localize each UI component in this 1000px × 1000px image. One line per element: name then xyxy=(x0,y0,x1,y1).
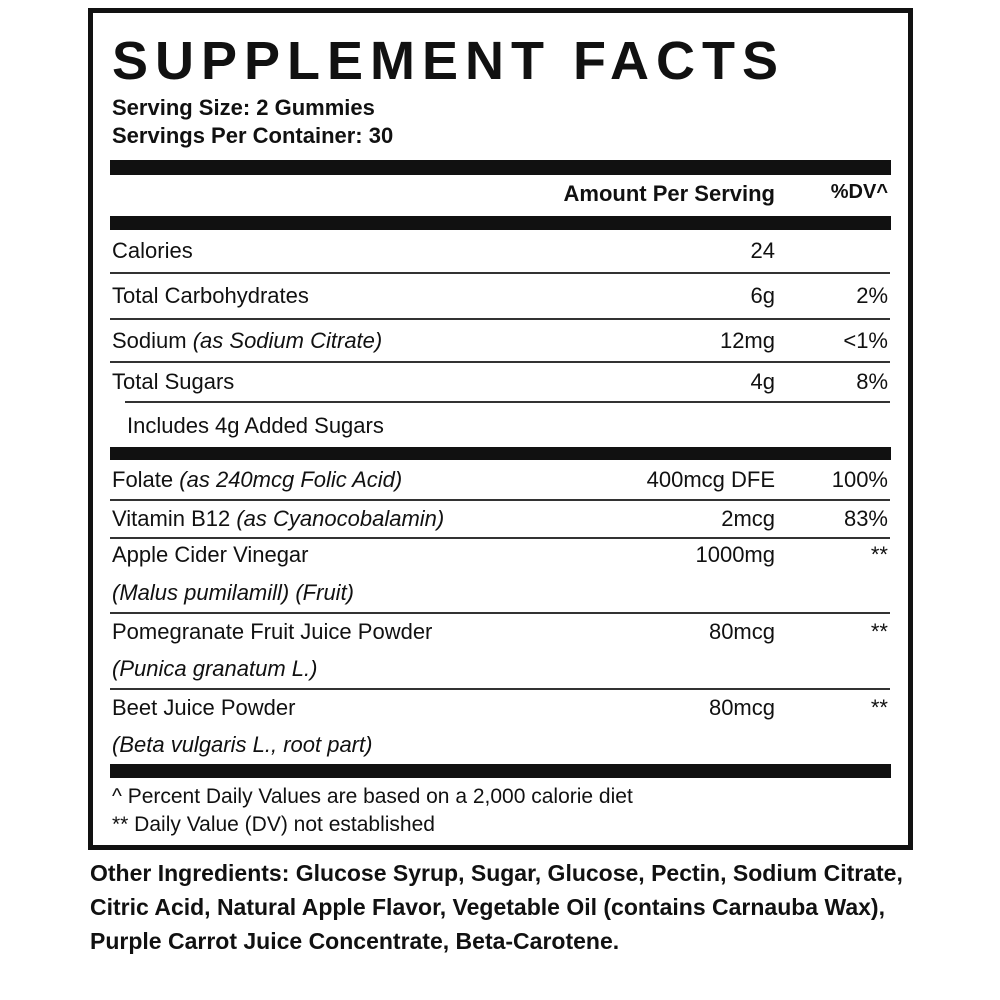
row-name: Apple Cider Vinegar xyxy=(112,542,309,567)
row-amount: 80mcg xyxy=(708,619,775,644)
row-amount: 1000mg xyxy=(695,542,775,567)
row-name: Total Sugars xyxy=(112,369,235,394)
divider xyxy=(125,401,890,403)
row-dv: ** xyxy=(870,695,888,720)
other-ingredients: Other Ingredients: Glucose Syrup, Sugar,… xyxy=(90,856,940,958)
divider-thick xyxy=(110,160,891,175)
row-dv: 2% xyxy=(856,283,888,308)
row-name: Sodium xyxy=(112,328,187,353)
other-ingredients-label: Other Ingredients: xyxy=(90,860,290,886)
panel-title: SUPPLEMENT FACTS xyxy=(112,31,786,91)
row-amount: 400mcg DFE xyxy=(646,467,775,492)
divider xyxy=(110,272,890,274)
row-name: Beet Juice Powder xyxy=(112,695,296,720)
row-dv: ** xyxy=(870,542,888,567)
row-sub: (Malus pumilamill) (Fruit) xyxy=(112,580,355,605)
row-sub: (as 240mcg Folic Acid) xyxy=(179,467,403,492)
row-amount: 12mg xyxy=(719,328,775,353)
divider-thick xyxy=(110,216,891,230)
row-dv: <1% xyxy=(843,328,888,353)
row-amount: 24 xyxy=(750,238,775,263)
serving-size: Serving Size: 2 Gummies xyxy=(112,95,375,120)
divider xyxy=(110,318,890,320)
divider-thick xyxy=(110,447,891,460)
row-amount: 6g xyxy=(750,283,775,308)
row-amount: 4g xyxy=(750,369,775,394)
row-dv: ** xyxy=(870,619,888,644)
row-name: Includes 4g Added Sugars xyxy=(127,413,384,438)
divider-thick xyxy=(110,764,891,778)
row-amount: 2mcg xyxy=(721,506,775,531)
divider xyxy=(110,361,890,363)
row-name: Folate xyxy=(112,467,174,492)
row-name: Total Carbohydrates xyxy=(112,283,309,308)
divider xyxy=(110,537,890,539)
row-name: Calories xyxy=(112,238,193,263)
row-sub: (Punica granatum L.) xyxy=(112,656,318,681)
row-name: Pomegranate Fruit Juice Powder xyxy=(112,619,433,644)
servings-per-container: Servings Per Container: 30 xyxy=(112,123,394,148)
other-ingredients-text: Glucose Syrup, Sugar, Glucose, Pectin, S… xyxy=(90,860,903,954)
row-amount: 80mcg xyxy=(708,695,775,720)
footnote-dv: ^ Percent Daily Values are based on a 2,… xyxy=(112,785,633,808)
row-name: Vitamin B12 xyxy=(112,506,231,531)
divider xyxy=(110,499,890,501)
header-dv: %DV^ xyxy=(830,181,888,203)
row-dv: 8% xyxy=(856,369,888,394)
row-sub: (as Sodium Citrate) xyxy=(192,328,383,353)
footnote-not-established: ** Daily Value (DV) not established xyxy=(112,813,435,836)
row-sub: (Beta vulgaris L., root part) xyxy=(112,732,373,757)
row-dv: 83% xyxy=(843,506,888,531)
row-dv: 100% xyxy=(831,467,888,492)
divider xyxy=(110,688,890,690)
divider xyxy=(110,612,890,614)
header-amount: Amount Per Serving xyxy=(563,181,775,206)
supplement-facts-panel xyxy=(88,8,913,850)
row-sub: (as Cyanocobalamin) xyxy=(236,506,445,531)
